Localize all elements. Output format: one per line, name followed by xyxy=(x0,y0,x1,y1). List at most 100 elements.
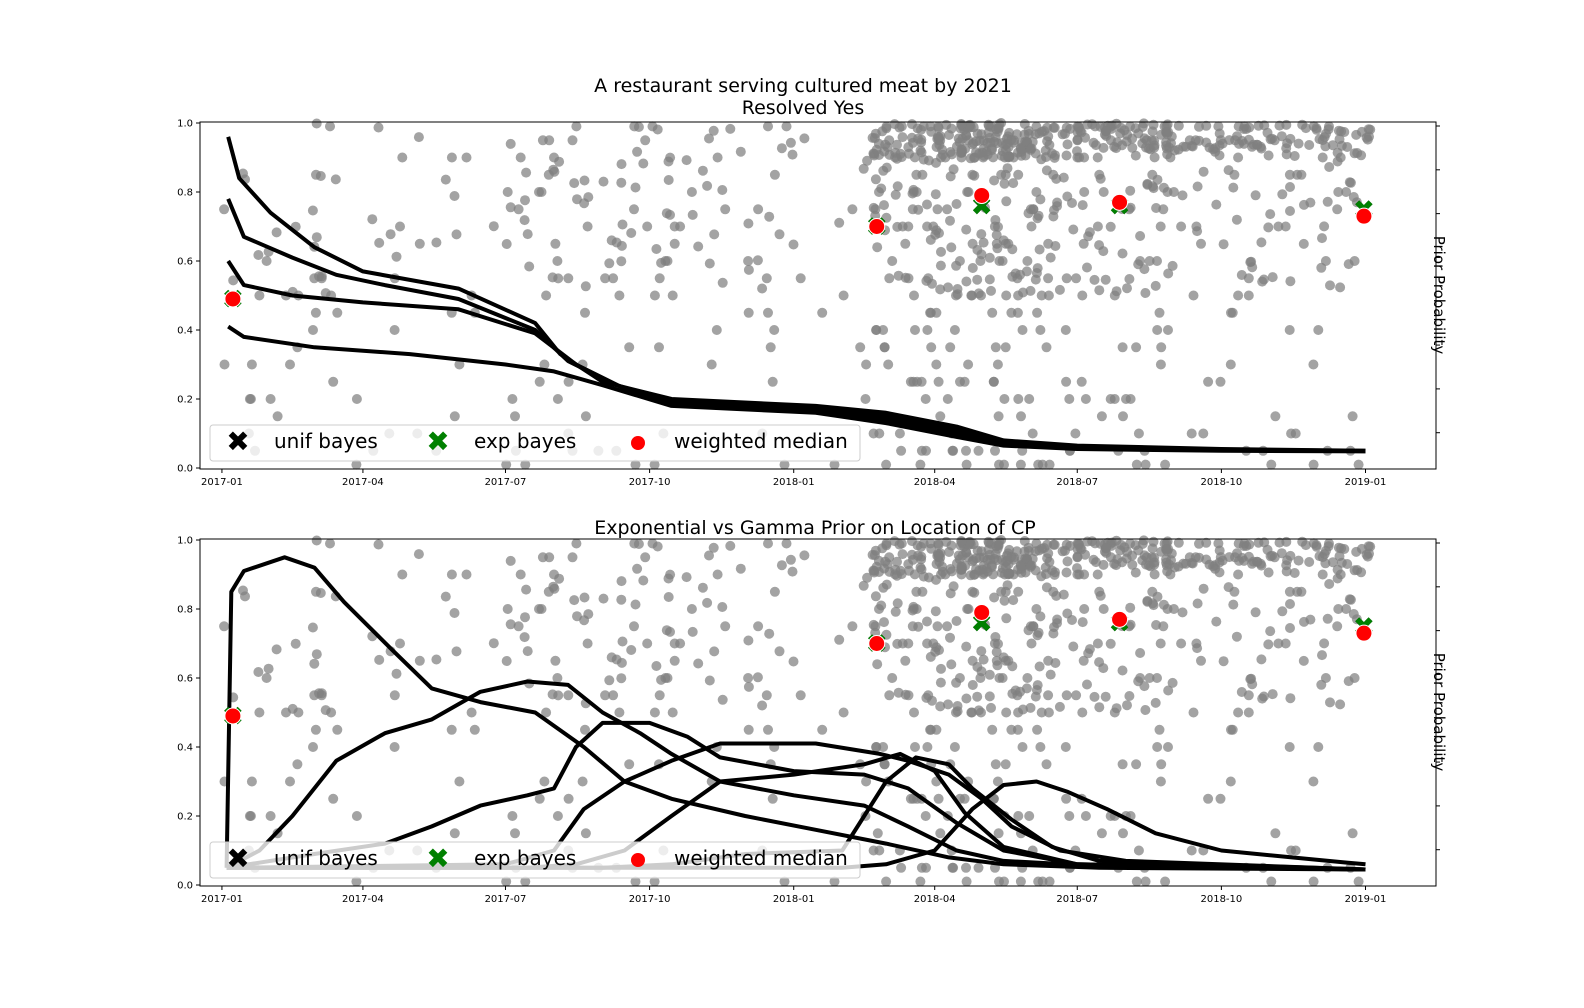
scatter-point xyxy=(980,202,990,213)
scatter-point xyxy=(606,235,617,246)
scatter-point xyxy=(1225,359,1236,370)
scatter-point xyxy=(881,876,892,887)
scatter-point xyxy=(507,394,518,404)
scatter-point xyxy=(697,582,708,593)
scatter-point xyxy=(951,616,962,626)
scatter-point xyxy=(1347,411,1358,422)
scatter-point xyxy=(1317,552,1328,563)
scatter-point xyxy=(600,273,611,284)
scatter-point xyxy=(870,174,881,185)
scatter-point xyxy=(616,159,627,170)
scatter-point xyxy=(1082,262,1092,273)
scatter-point xyxy=(373,539,384,550)
scatter-point xyxy=(861,776,872,787)
scatter-point xyxy=(661,208,672,219)
scatter-point xyxy=(1335,282,1346,293)
scatter-point xyxy=(1285,599,1295,609)
legend-label-unif: unif bayes xyxy=(274,846,378,870)
scatter-point xyxy=(1015,459,1026,470)
scatter-point xyxy=(937,149,948,160)
scatter-point xyxy=(1089,274,1100,285)
scatter-point xyxy=(1124,691,1135,701)
scatter-point xyxy=(1226,307,1236,318)
scatter-point xyxy=(907,621,918,632)
scatter-point xyxy=(544,552,555,563)
scatter-point xyxy=(1142,178,1153,189)
scatter-point xyxy=(567,135,578,146)
scatter-point xyxy=(1156,759,1167,770)
scatter-point xyxy=(1034,661,1045,672)
scatter-point xyxy=(1062,191,1073,202)
scatter-point xyxy=(945,632,955,643)
scatter-point xyxy=(1191,638,1202,649)
scatter-point xyxy=(949,742,960,752)
scatter-point xyxy=(1022,673,1033,683)
y-tick-label: 1.0 xyxy=(177,119,193,130)
scatter-point xyxy=(1015,686,1026,697)
scatter-point xyxy=(1332,573,1343,584)
scatter-point xyxy=(1061,150,1072,161)
scatter-point xyxy=(1149,559,1160,570)
scatter-point xyxy=(1125,121,1136,132)
scatter-point xyxy=(1163,268,1174,279)
posterior-curve-3 xyxy=(226,720,1366,872)
scatter-point xyxy=(1270,411,1281,422)
scatter-point xyxy=(999,595,1010,606)
scatter-point xyxy=(265,394,276,404)
scatter-point xyxy=(1079,152,1090,163)
scatter-point xyxy=(315,171,326,181)
scatter-point xyxy=(874,604,884,614)
scatter-point xyxy=(764,211,775,222)
scatter-point xyxy=(1332,204,1343,215)
scatter-point xyxy=(351,876,362,887)
scatter-point xyxy=(1030,129,1041,140)
scatter-point xyxy=(1265,626,1276,637)
scatter-point xyxy=(1079,187,1090,197)
scatter-point xyxy=(1233,538,1244,549)
scatter-point xyxy=(918,571,929,582)
figure-title-line2: Resolved Yes xyxy=(742,97,865,119)
scatter-point xyxy=(961,693,972,704)
scatter-point xyxy=(1155,359,1166,370)
scatter-point xyxy=(1155,776,1166,787)
scatter-point xyxy=(1117,342,1128,353)
scatter-point xyxy=(946,242,957,253)
scatter-point xyxy=(1228,182,1239,193)
scatter-point xyxy=(834,217,845,228)
scatter-point xyxy=(1293,138,1304,149)
scatter-point xyxy=(626,228,637,238)
scatter-point xyxy=(1363,541,1374,552)
scatter-point xyxy=(993,828,1004,839)
scatter-point xyxy=(935,552,946,563)
scatter-point xyxy=(292,759,303,770)
scatter-point xyxy=(246,776,257,787)
scatter-point xyxy=(1154,724,1165,735)
scatter-point xyxy=(616,256,627,267)
scatter-point xyxy=(1160,876,1171,887)
scatter-point xyxy=(1316,262,1327,273)
scatter-point xyxy=(1041,342,1052,353)
scatter-point xyxy=(550,238,561,249)
scatter-point xyxy=(1040,145,1051,156)
scatter-point xyxy=(915,145,926,156)
scatter-point xyxy=(1100,274,1111,285)
scatter-point xyxy=(1233,569,1244,580)
scatter-point xyxy=(896,445,907,456)
scatter-point xyxy=(1361,132,1372,143)
scatter-point xyxy=(1308,538,1319,549)
scatter-point xyxy=(1201,537,1212,548)
scatter-point xyxy=(959,793,970,804)
scatter-point xyxy=(978,654,989,665)
scatter-point xyxy=(616,594,627,605)
scatter-point xyxy=(395,638,405,649)
legend: ✖ unif bayes ✖ exp bayes weighted median xyxy=(209,841,861,879)
scatter-point xyxy=(1135,231,1146,241)
scatter-point xyxy=(1169,145,1180,156)
scatter-point xyxy=(961,862,971,873)
scatter-point xyxy=(1154,307,1165,318)
scatter-point xyxy=(1122,283,1132,294)
x-axis: 2017-01 2017-04 2017-07 2017-10 2018-01 2018-… xyxy=(201,886,1386,905)
weighted-median-marker xyxy=(1355,624,1373,642)
scatter-point xyxy=(987,307,998,318)
scatter-point xyxy=(1013,169,1024,180)
